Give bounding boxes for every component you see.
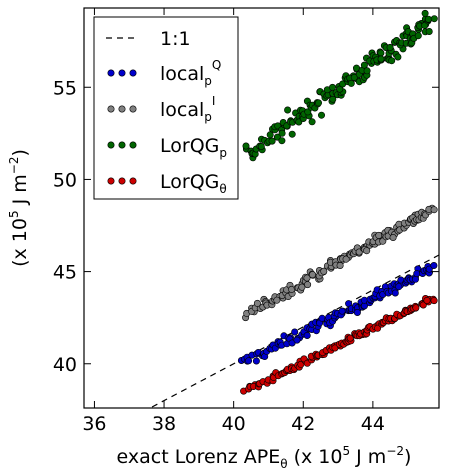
x-tick-label: 38: [152, 413, 176, 435]
legend-box: [93, 16, 239, 200]
scatter-point-series-1: [342, 255, 350, 263]
scatter-point-series-2: [360, 61, 368, 69]
legend-marker-series-2: [118, 141, 126, 149]
scatter-point-series-0: [391, 289, 399, 297]
x-axis-label: exact Lorenz APEθ (x 105 J m−2): [117, 444, 412, 471]
scatter-point-series-2: [350, 73, 358, 81]
scatter-point-series-1: [375, 231, 383, 239]
scatter-point-series-1: [430, 206, 438, 214]
legend-label-series-1: localpI: [160, 94, 215, 124]
scatter-point-series-2: [394, 53, 402, 61]
x-tick-label: 40: [222, 413, 246, 435]
scatter-point-series-2: [377, 49, 385, 57]
scatter-point-series-2: [278, 129, 286, 137]
scatter-point-series-1: [389, 234, 397, 242]
legend-marker-series-3: [107, 177, 115, 185]
x-tick-label: 36: [82, 413, 106, 435]
legend-marker-series-3: [118, 177, 126, 185]
scatter-point-series-2: [278, 137, 286, 145]
scatter-point-series-2: [308, 118, 316, 126]
scatter-point-series-1: [304, 281, 312, 289]
scatter-point-series-0: [395, 283, 403, 291]
scatter-point-series-2: [242, 142, 250, 150]
legend-marker-series-0: [107, 69, 115, 77]
scatter-point-series-1: [253, 299, 261, 307]
legend-marker-series-0: [129, 69, 137, 77]
scatter-point-series-2: [363, 67, 371, 75]
data-layer: [148, 9, 439, 408]
scatter-point-series-0: [293, 336, 301, 344]
scatter-point-series-0: [425, 265, 433, 273]
scatter-point-series-2: [424, 15, 432, 23]
plot-frame: [83, 7, 440, 409]
scatter-point-series-2: [414, 32, 422, 40]
scatter-point-series-1: [320, 267, 328, 275]
legend-label-series-3: LorQGθ: [160, 171, 227, 196]
y-tick-label: 50: [53, 169, 77, 191]
y-tick-label: 45: [53, 262, 77, 284]
x-tick-label: 44: [361, 413, 385, 435]
scatter-point-series-2: [273, 133, 281, 141]
legend-marker-series-2: [129, 141, 137, 149]
y-tick-label: 40: [53, 354, 77, 376]
scatter-point-series-0: [413, 270, 421, 278]
legend-label-series-0: localpQ: [160, 58, 221, 88]
legend-reference-line-label: 1:1: [160, 28, 191, 50]
scatter-point-series-2: [314, 99, 322, 107]
reference-line-1to1: [148, 254, 439, 408]
legend-marker-series-1: [129, 105, 137, 113]
scatter-point-series-2: [377, 55, 385, 63]
scatter-point-series-0: [252, 357, 260, 365]
scatter-point-series-1: [298, 283, 306, 291]
scatter-point-series-2: [284, 106, 292, 114]
legend-marker-series-1: [118, 105, 126, 113]
x-tick-label: 42: [291, 413, 315, 435]
scatter-point-series-2: [317, 111, 325, 119]
legend: 1:1 localpQ localpI LorQGp LorQGθ: [93, 16, 239, 200]
scatter-point-series-0: [338, 307, 346, 315]
scatter-point-series-2: [257, 143, 265, 151]
scatter-point-series-0: [318, 314, 326, 322]
scatter-point-series-3: [374, 324, 382, 332]
scatter-point-series-3: [423, 296, 431, 304]
scatter-point-series-3: [412, 304, 420, 312]
scatter-point-series-0: [245, 357, 253, 365]
scatter-point-series-0: [353, 308, 361, 316]
scatter-point-series-2: [430, 15, 438, 23]
legend-marker-series-1: [107, 105, 115, 113]
legend-marker-series-2: [107, 141, 115, 149]
y-tick-label: 55: [53, 77, 77, 99]
scatter-point-series-2: [388, 57, 396, 65]
scatter-point-series-0: [411, 275, 419, 283]
ticks-layer: 36 38 40 42 44 40 45 50 55: [53, 8, 439, 435]
scatter-point-series-2: [268, 137, 276, 145]
scatter-point-series-0: [430, 261, 438, 269]
legend-marker-series-0: [118, 69, 126, 77]
legend-marker-series-3: [129, 177, 137, 185]
scatter-point-series-3: [430, 297, 438, 305]
scatter-point-series-1: [363, 247, 371, 255]
scatter-point-series-1: [308, 271, 316, 279]
scatter-point-series-2: [386, 43, 394, 51]
scatter-point-series-0: [291, 328, 299, 336]
scatter-point-series-2: [421, 9, 429, 17]
scatter-point-series-2: [425, 27, 433, 35]
scatter-point-series-1: [273, 296, 281, 304]
scatter-point-series-1: [336, 261, 344, 269]
scatter-point-series-2: [347, 79, 355, 87]
y-axis-label: (x 105 J m−2): [7, 149, 31, 267]
scatter-point-series-0: [303, 331, 311, 339]
scatter-point-series-2: [288, 130, 296, 138]
scatter-point-series-3: [419, 301, 427, 309]
legend-label-series-2: LorQGp: [160, 135, 227, 160]
